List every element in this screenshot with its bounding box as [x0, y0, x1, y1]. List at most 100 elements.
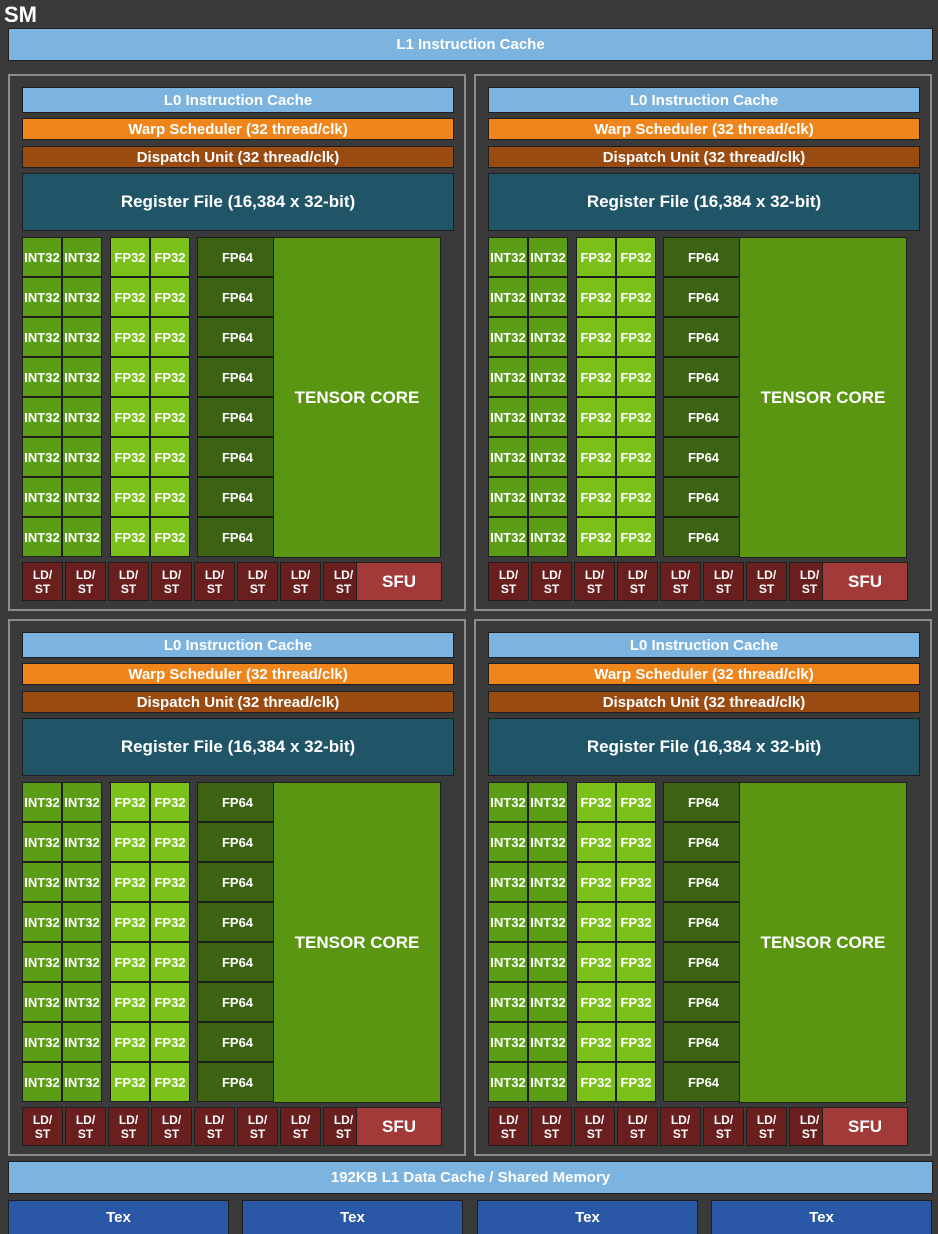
processing-block: L0 Instruction Cache Warp Scheduler (32 t… — [8, 619, 466, 1156]
int32-unit: INT32 — [62, 437, 102, 477]
int32-unit: INT32 — [22, 317, 62, 357]
fp32-unit: FP32 — [616, 277, 656, 317]
int32-unit: INT32 — [22, 822, 62, 862]
fp32-unit: FP32 — [150, 1022, 190, 1062]
fp32-unit: FP32 — [110, 317, 150, 357]
ld-st-unit: LD/ ST — [703, 562, 744, 601]
fp32-unit: FP32 — [576, 982, 616, 1022]
ld-st-unit: LD/ ST — [22, 1107, 63, 1146]
fp64-unit: FP64 — [197, 357, 278, 397]
fp32-unit: FP32 — [150, 277, 190, 317]
ld-st-unit: LD/ ST — [237, 562, 278, 601]
fp64-unit: FP64 — [663, 782, 744, 822]
int32-unit: INT32 — [528, 982, 568, 1022]
ld-st-unit: LD/ ST — [108, 562, 149, 601]
fp64-unit: FP64 — [663, 397, 744, 437]
int32-unit: INT32 — [62, 862, 102, 902]
tensor-core: TENSOR CORE — [273, 782, 441, 1103]
fp32-unit: FP32 — [576, 942, 616, 982]
int32-unit: INT32 — [488, 517, 528, 557]
int32-unit: INT32 — [488, 1022, 528, 1062]
l1-data-cache: 192KB L1 Data Cache / Shared Memory — [8, 1161, 933, 1194]
fp64-unit: FP64 — [663, 237, 744, 277]
fp64-unit: FP64 — [197, 477, 278, 517]
int32-unit: INT32 — [62, 942, 102, 982]
int32-unit: INT32 — [62, 902, 102, 942]
fp32-unit: FP32 — [110, 862, 150, 902]
ld-st-unit: LD/ ST — [531, 1107, 572, 1146]
fp64-unit: FP64 — [663, 317, 744, 357]
ld-st-unit: LD/ ST — [617, 562, 658, 601]
int32-unit: INT32 — [488, 437, 528, 477]
int32-unit: INT32 — [528, 782, 568, 822]
fp32-unit: FP32 — [616, 1022, 656, 1062]
int32-unit: INT32 — [528, 1022, 568, 1062]
tensor-core: TENSOR CORE — [739, 237, 907, 558]
fp32-unit: FP32 — [150, 942, 190, 982]
int32-unit: INT32 — [62, 1062, 102, 1102]
ld-st-unit: LD/ ST — [194, 562, 235, 601]
fp32-unit: FP32 — [110, 982, 150, 1022]
warp-scheduler: Warp Scheduler (32 thread/clk) — [22, 663, 454, 685]
int32-unit: INT32 — [528, 862, 568, 902]
int32-unit: INT32 — [528, 277, 568, 317]
fp64-unit: FP64 — [663, 437, 744, 477]
int32-unit: INT32 — [62, 397, 102, 437]
fp64-unit: FP64 — [197, 397, 278, 437]
fp32-unit: FP32 — [110, 357, 150, 397]
int32-unit: INT32 — [488, 477, 528, 517]
fp64-unit: FP64 — [197, 1062, 278, 1102]
ld-st-unit: LD/ ST — [746, 562, 787, 601]
ld-st-unit: LD/ ST — [746, 1107, 787, 1146]
fp32-unit: FP32 — [150, 982, 190, 1022]
warp-scheduler: Warp Scheduler (32 thread/clk) — [488, 118, 920, 140]
int32-unit: INT32 — [22, 942, 62, 982]
fp64-unit: FP64 — [663, 477, 744, 517]
int32-unit: INT32 — [62, 317, 102, 357]
fp32-unit: FP32 — [150, 1062, 190, 1102]
int32-unit: INT32 — [488, 397, 528, 437]
fp64-unit: FP64 — [663, 942, 744, 982]
int32-unit: INT32 — [22, 437, 62, 477]
fp64-unit: FP64 — [197, 317, 278, 357]
fp64-unit: FP64 — [197, 982, 278, 1022]
int32-unit: INT32 — [488, 942, 528, 982]
ld-st-unit: LD/ ST — [237, 1107, 278, 1146]
int32-unit: INT32 — [528, 317, 568, 357]
register-file: Register File (16,384 x 32-bit) — [22, 718, 454, 776]
sfu-unit: SFU — [356, 562, 442, 601]
fp64-unit: FP64 — [197, 782, 278, 822]
fp32-unit: FP32 — [576, 277, 616, 317]
tensor-core: TENSOR CORE — [739, 782, 907, 1103]
fp32-unit: FP32 — [616, 862, 656, 902]
l1-instruction-cache: L1 Instruction Cache — [8, 28, 933, 61]
sfu-unit: SFU — [356, 1107, 442, 1146]
fp32-unit: FP32 — [110, 1022, 150, 1062]
ld-st-unit: LD/ ST — [660, 1107, 701, 1146]
int32-unit: INT32 — [62, 237, 102, 277]
int32-unit: INT32 — [62, 357, 102, 397]
int32-unit: INT32 — [22, 1022, 62, 1062]
fp32-unit: FP32 — [110, 517, 150, 557]
int32-unit: INT32 — [488, 237, 528, 277]
register-file: Register File (16,384 x 32-bit) — [488, 173, 920, 231]
ld-st-unit: LD/ ST — [151, 1107, 192, 1146]
fp64-unit: FP64 — [663, 517, 744, 557]
fp64-unit: FP64 — [663, 357, 744, 397]
int32-unit: INT32 — [488, 822, 528, 862]
int32-unit: INT32 — [62, 982, 102, 1022]
fp32-unit: FP32 — [616, 982, 656, 1022]
fp32-unit: FP32 — [616, 822, 656, 862]
fp32-unit: FP32 — [616, 437, 656, 477]
int32-unit: INT32 — [528, 397, 568, 437]
fp32-unit: FP32 — [110, 237, 150, 277]
fp32-unit: FP32 — [150, 902, 190, 942]
warp-scheduler: Warp Scheduler (32 thread/clk) — [22, 118, 454, 140]
fp32-unit: FP32 — [110, 1062, 150, 1102]
fp64-unit: FP64 — [197, 902, 278, 942]
fp64-unit: FP64 — [663, 1062, 744, 1102]
int32-unit: INT32 — [62, 477, 102, 517]
ld-st-unit: LD/ ST — [488, 1107, 529, 1146]
fp32-unit: FP32 — [110, 942, 150, 982]
fp32-unit: FP32 — [616, 237, 656, 277]
